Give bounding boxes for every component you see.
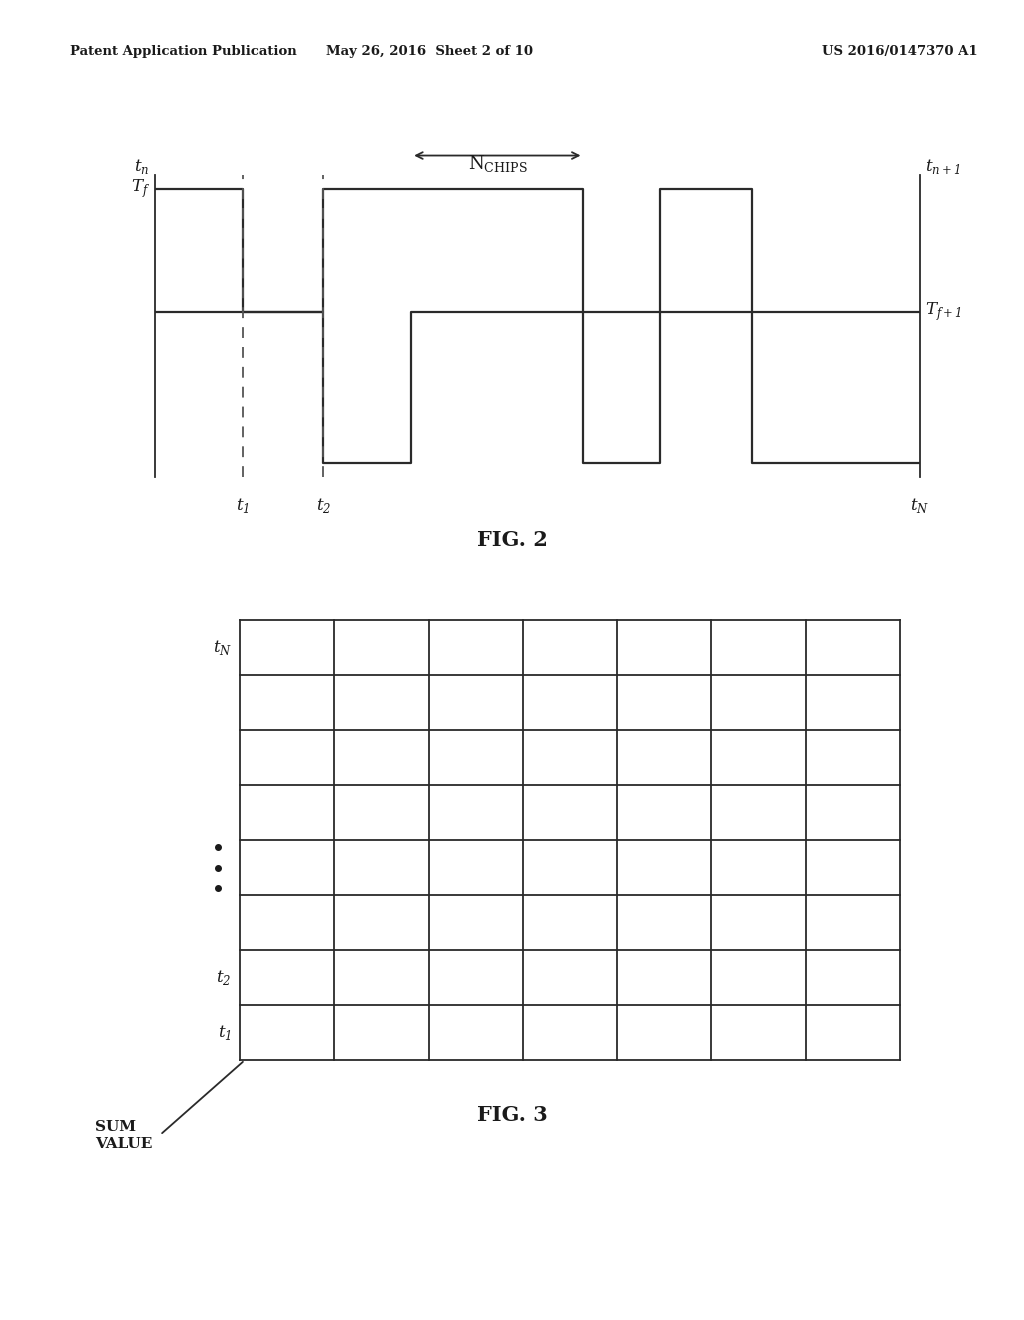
Text: SUM
VALUE: SUM VALUE [95, 1119, 153, 1151]
Text: t$_{\mathregular{n+1}}$: t$_{\mathregular{n+1}}$ [925, 157, 961, 176]
Text: T$_{\mathregular{f}}$: T$_{\mathregular{f}}$ [131, 177, 150, 199]
Text: t$_{\mathregular{1}}$: t$_{\mathregular{1}}$ [236, 496, 250, 515]
Text: May 26, 2016  Sheet 2 of 10: May 26, 2016 Sheet 2 of 10 [327, 45, 534, 58]
Text: Patent Application Publication: Patent Application Publication [70, 45, 297, 58]
Text: t$_{\mathregular{2}}$: t$_{\mathregular{2}}$ [216, 968, 232, 987]
Text: t$_{\mathregular{2}}$: t$_{\mathregular{2}}$ [315, 496, 331, 515]
Text: N$_{\mathregular{CHIPS}}$: N$_{\mathregular{CHIPS}}$ [468, 153, 527, 173]
Text: FIG. 3: FIG. 3 [476, 1105, 548, 1125]
Text: FIG. 2: FIG. 2 [476, 531, 548, 550]
Text: t$_{\mathregular{1}}$: t$_{\mathregular{1}}$ [218, 1023, 232, 1041]
Text: t$_{\mathregular{N}}$: t$_{\mathregular{N}}$ [213, 638, 232, 657]
Text: T$_{\mathregular{f+1}}$: T$_{\mathregular{f+1}}$ [925, 301, 962, 323]
Text: US 2016/0147370 A1: US 2016/0147370 A1 [822, 45, 978, 58]
Text: t$_{\mathregular{n}}$: t$_{\mathregular{n}}$ [134, 157, 150, 176]
Text: t$_{\mathregular{N}}$: t$_{\mathregular{N}}$ [910, 496, 930, 515]
